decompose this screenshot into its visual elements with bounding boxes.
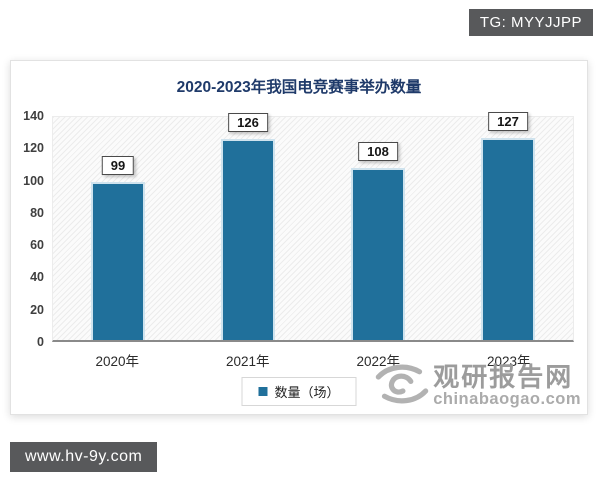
y-tick-label: 80 bbox=[30, 205, 44, 220]
y-tick-label: 40 bbox=[30, 270, 44, 285]
y-tick-label: 0 bbox=[37, 335, 44, 349]
bar bbox=[221, 139, 275, 340]
x-tick-label: 2023年 bbox=[486, 354, 531, 369]
y-tick-label: 120 bbox=[23, 141, 44, 156]
y-axis: 0 20 40 60 80 100 120 140 bbox=[11, 109, 48, 349]
legend: 数量（场） bbox=[241, 377, 357, 406]
bar-value-label: 127 bbox=[488, 111, 528, 131]
bar-value-label: 108 bbox=[358, 141, 398, 161]
y-tick-label: 20 bbox=[30, 302, 44, 317]
x-tick-label: 2021年 bbox=[225, 354, 270, 369]
x-tick-label: 2020年 bbox=[95, 354, 140, 369]
tg-watermark-badge: TG: MYYJJPP bbox=[468, 9, 593, 36]
chart-title: 2020-2023年我国电竞赛事举办数量 bbox=[176, 79, 422, 96]
y-tick-label: 100 bbox=[23, 173, 44, 188]
bar-group-2021年: 126 bbox=[221, 113, 275, 340]
chart-card: 2020-2023年我国电竞赛事举办数量 0 20 40 60 80 100 120 140 … bbox=[10, 60, 588, 415]
bar bbox=[91, 182, 145, 340]
bar-group-2023年: 127 bbox=[481, 111, 535, 340]
bar-group-2020年: 99 bbox=[91, 117, 145, 340]
x-tick-label: 2022年 bbox=[356, 354, 401, 369]
y-tick-label: 140 bbox=[23, 109, 44, 123]
plot-area: 99 126 108 127 bbox=[52, 111, 574, 342]
bar bbox=[351, 167, 405, 340]
legend-swatch bbox=[258, 387, 268, 396]
bar bbox=[481, 137, 535, 340]
site-watermark-badge: www.hv-9y.com bbox=[10, 442, 158, 472]
bar-value-label: 126 bbox=[228, 113, 268, 133]
watermark-site-domain: chinabaogao.com bbox=[433, 390, 581, 409]
bar-group-2022年: 108 bbox=[351, 117, 405, 340]
legend-label: 数量（场） bbox=[274, 385, 340, 400]
y-tick-label: 60 bbox=[30, 238, 44, 253]
bar-value-label: 99 bbox=[101, 156, 135, 176]
x-axis-labels: 2020年 2021年 2022年 2023年 bbox=[52, 350, 574, 370]
